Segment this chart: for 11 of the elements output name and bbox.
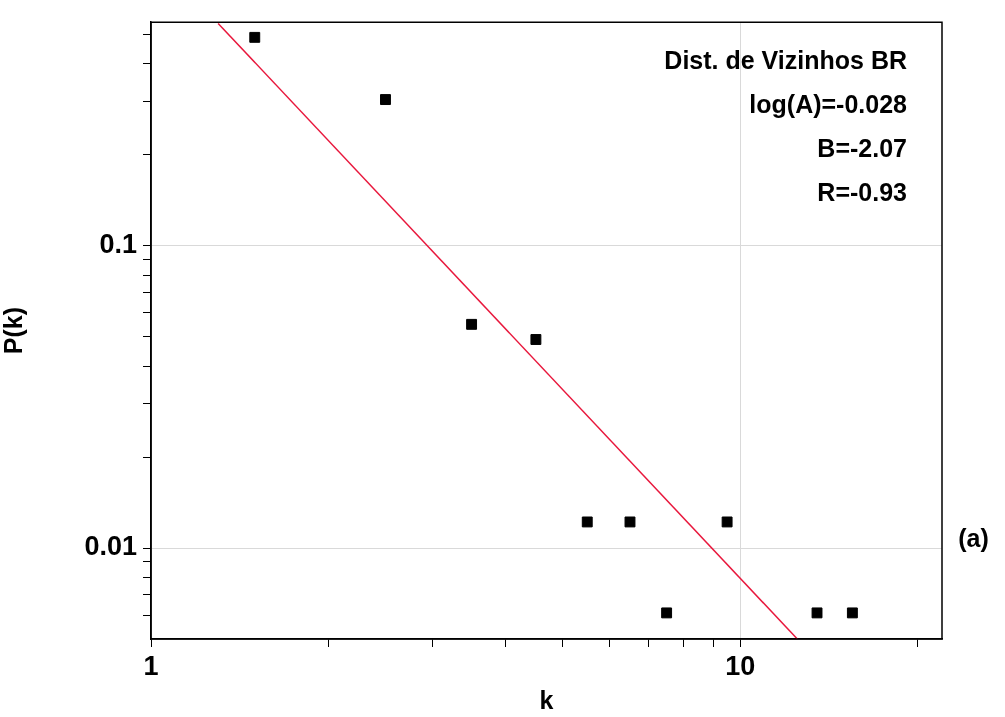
y-axis-title: P(k) (0, 306, 27, 355)
annotation: B=-2.07 (817, 134, 907, 163)
annotation: Dist. de Vizinhos BR (664, 46, 907, 75)
x-tick-label: 1 (143, 650, 159, 681)
x-axis-title: k (539, 685, 554, 714)
text: (a) (958, 524, 989, 553)
y-tick-label: 0.01 (84, 531, 137, 562)
x-tick-label: 10 (725, 650, 756, 681)
y-tick-label: 0.1 (99, 229, 137, 260)
annotation: log(A)=-0.028 (749, 90, 908, 119)
annotation: R=-0.93 (817, 178, 907, 207)
